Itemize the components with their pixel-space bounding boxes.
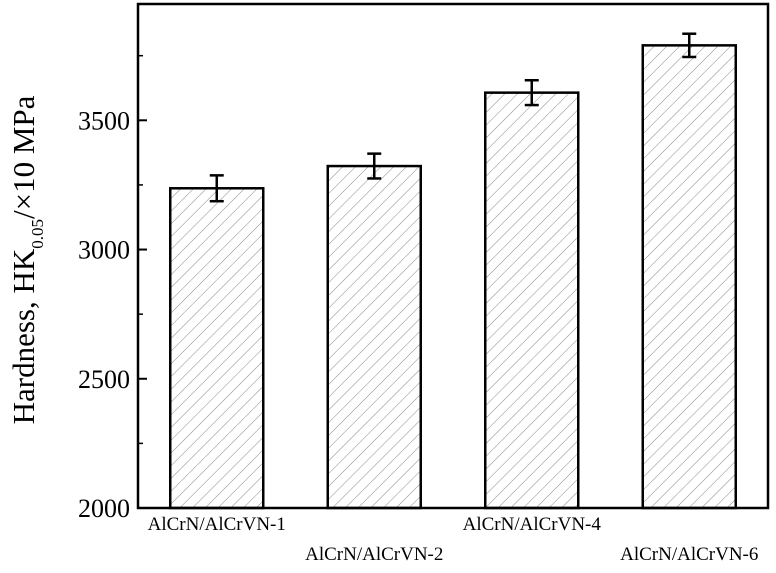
y-tick-label-3: 3000	[78, 236, 130, 265]
bar-1	[169, 187, 265, 510]
y-tick-label-1: 2000	[78, 494, 130, 523]
bars-group	[169, 44, 737, 510]
error-bars-group	[209, 32, 697, 203]
x-tick-label-3: AlCrN/AlCrVN-4	[463, 514, 602, 535]
x-tick-label-4: AlCrN/AlCrVN-6	[620, 544, 758, 565]
x-tick-label-2: AlCrN/AlCrVN-2	[305, 544, 443, 565]
y-axis-label-tail: /×10 MPa	[6, 95, 41, 219]
y-axis-label-main: Hardness, HK	[6, 248, 41, 424]
bar-3	[484, 91, 580, 510]
bar-2	[326, 164, 422, 510]
x-labels-group: AlCrN/AlCrVN-1 AlCrN/AlCrVN-2 AlCrN/AlCrVN…	[148, 514, 759, 565]
plot-frame	[136, 2, 770, 510]
y-tick-label-4: 3500	[78, 106, 130, 135]
y-ticks-group: 2000 2500 3000 3500	[78, 54, 147, 523]
y-axis-label: Hardness, HK0.05/×10 MPa	[6, 95, 47, 424]
y-axis-label-subscript: 0.05	[28, 219, 47, 249]
bar-4	[641, 44, 737, 510]
y-tick-label-2: 2500	[78, 365, 130, 394]
x-tick-label-1: AlCrN/AlCrVN-1	[148, 514, 286, 535]
